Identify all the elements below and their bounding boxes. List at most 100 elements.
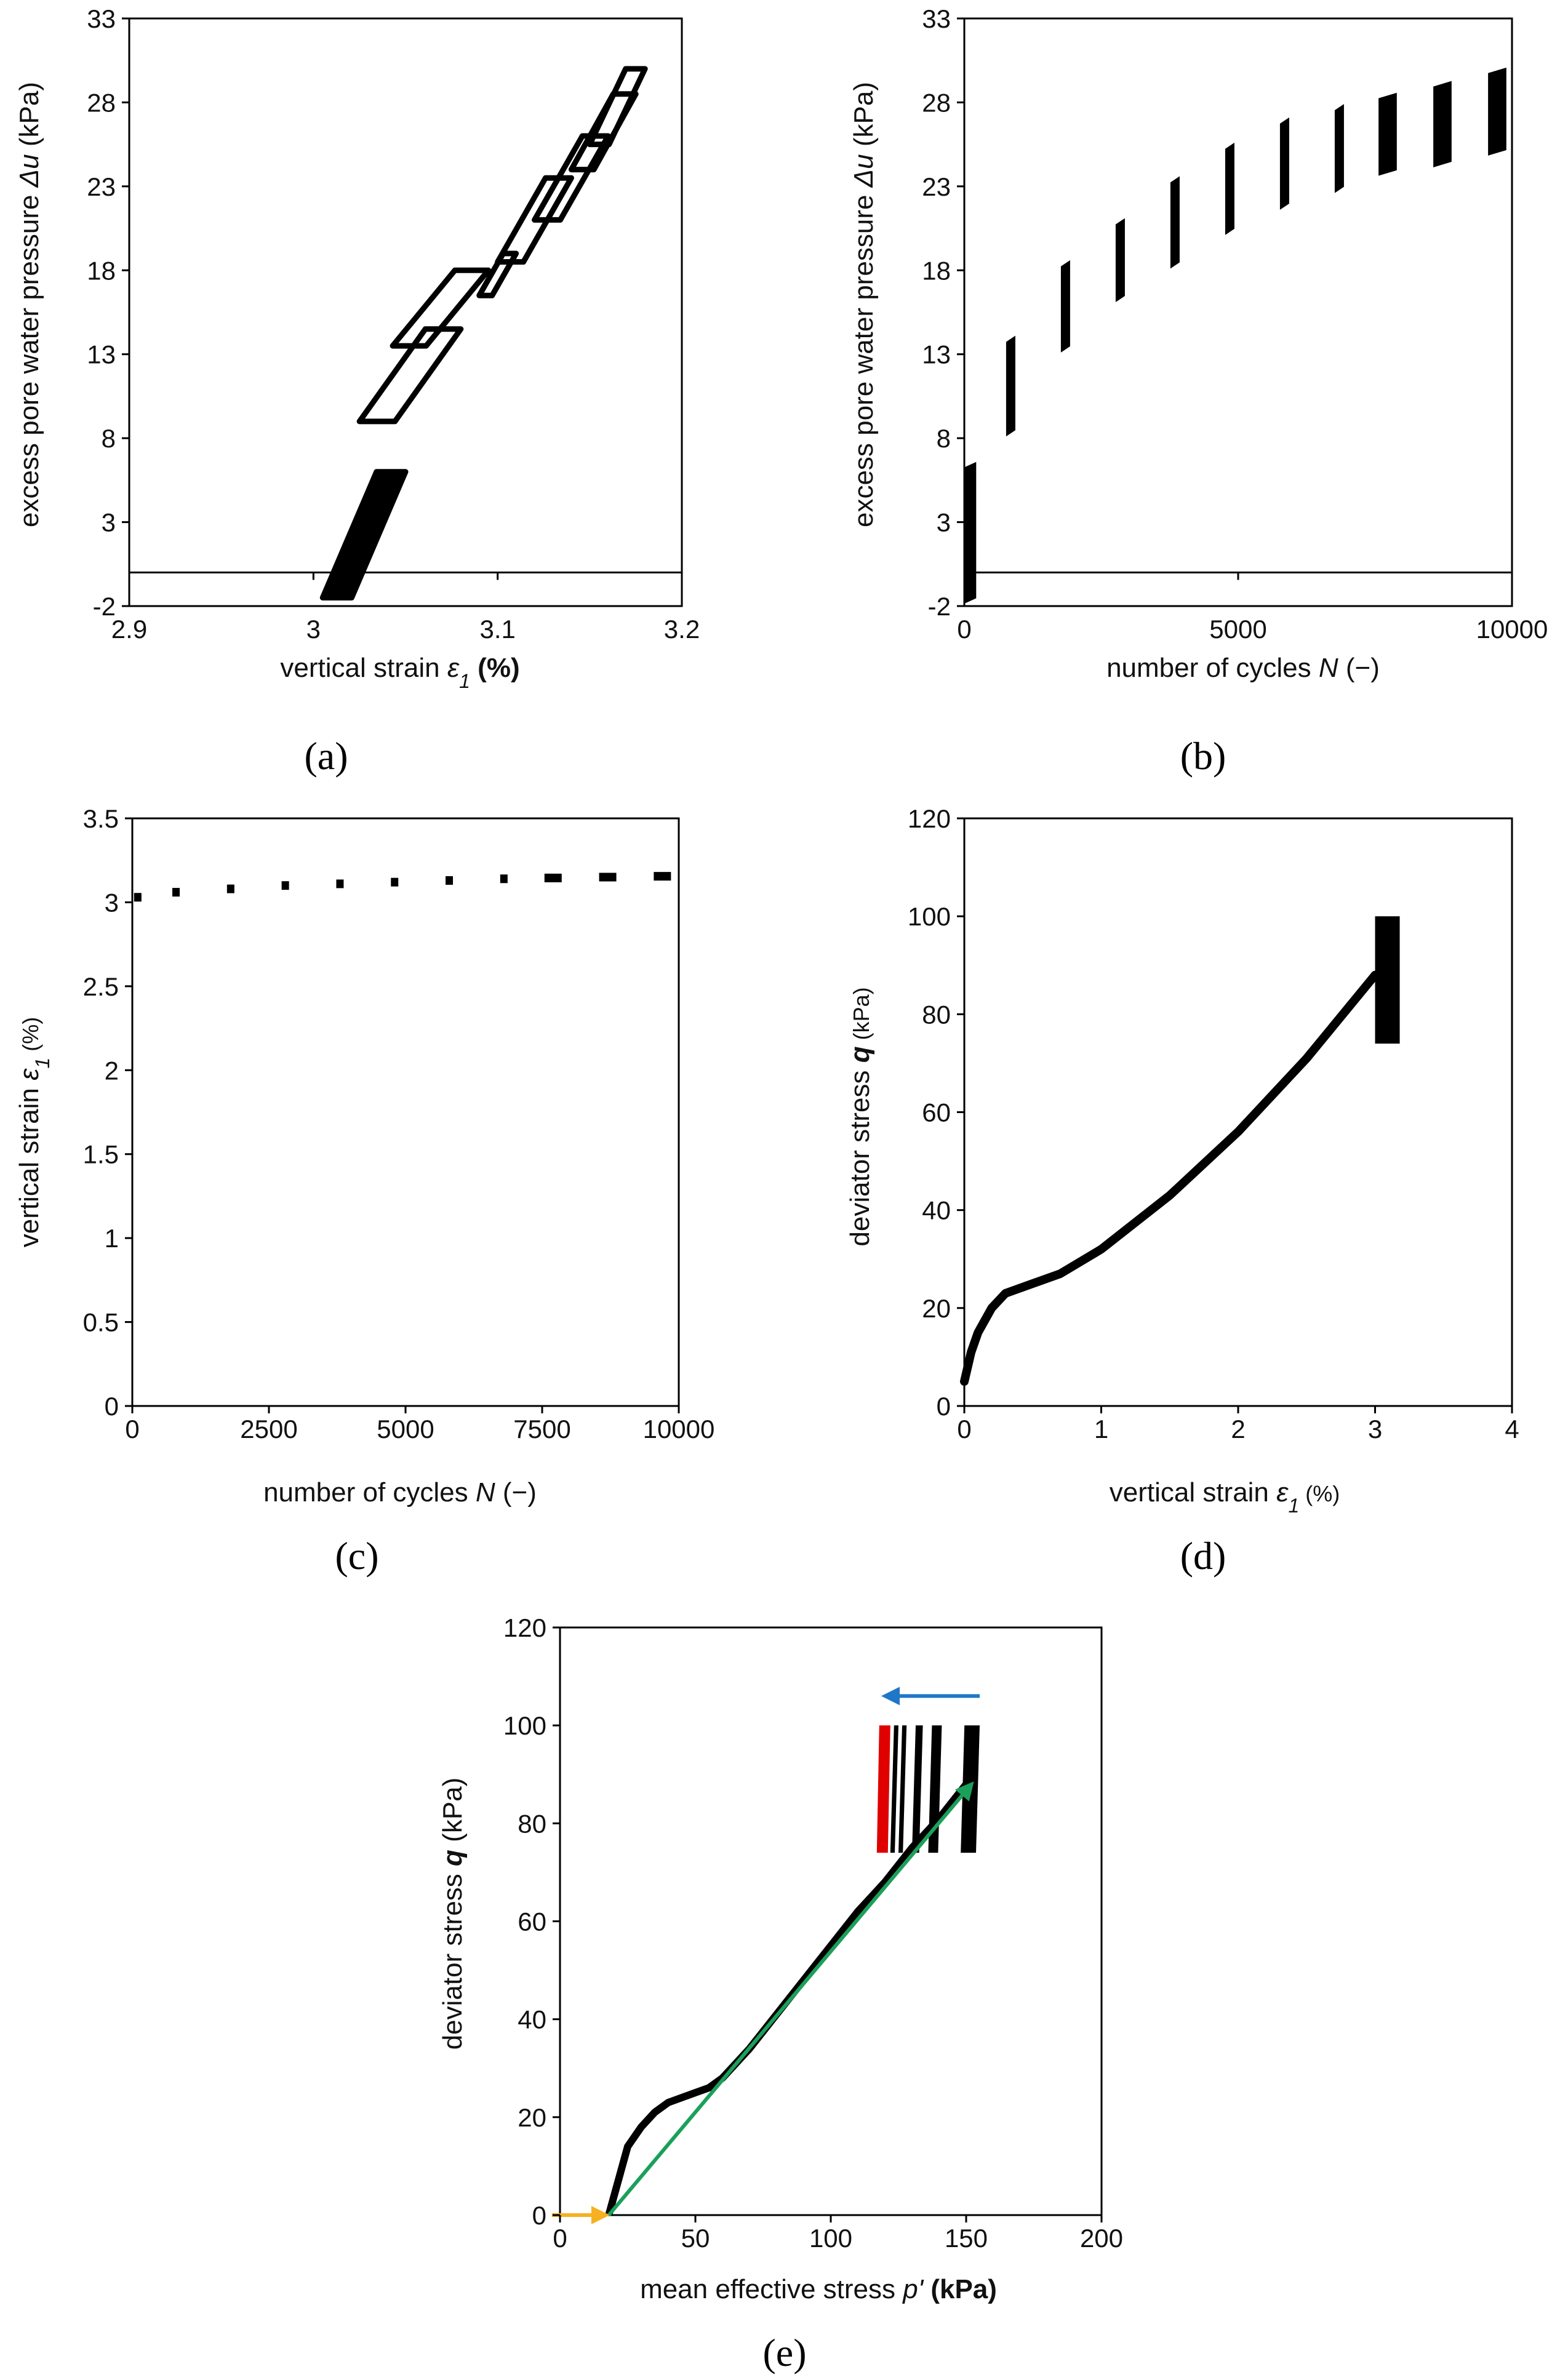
panel-e-y-tick-label: 100	[503, 1711, 546, 1740]
panel-a-plot: -2 3 8 13 18 23 28 33 2.9 3 3.1 3.2 vertical strai…	[14, 4, 700, 778]
panel-d-y-tick-label: 100	[908, 902, 951, 931]
panel-b-x-ticks: 0 5000 10000	[957, 572, 1548, 644]
panel-b-cycle-band	[1225, 142, 1234, 235]
panel-c-x-label: number of cycles N (−)	[263, 1477, 537, 1507]
panel-b-y-tick-label: 13	[922, 340, 951, 369]
panel-c-data-point	[599, 873, 617, 882]
panel-a-plot-frame	[128, 17, 683, 607]
panel-e-y-tick-label: 80	[518, 1809, 546, 1838]
panel-d-plot: 0 20 40 60 80 100 120 0 1 2 3 4 vertical strain ε1…	[845, 804, 1519, 1578]
panel-b-y-tick-label: 23	[922, 172, 951, 201]
panel-c-y-tick-label: 1.5	[83, 1140, 119, 1169]
panel-a-y-tick-label: 28	[87, 88, 116, 117]
panel-c-data-point	[226, 884, 234, 893]
panel-b-cycle-band	[1334, 104, 1344, 193]
panel-e-x-tick-label: 50	[681, 2224, 710, 2253]
panel-d-label: (d)	[1180, 1534, 1226, 1578]
panel-e-cyclic-band-red	[876, 1725, 890, 1853]
panel-b-cycle-band	[1488, 67, 1506, 156]
panel-b-y-tick-label: 8	[937, 424, 951, 453]
panel-b-cycle-band	[1279, 117, 1289, 210]
panel-b-plot-frame	[963, 17, 1513, 607]
panel-d-x-tick-label: 0	[957, 1415, 971, 1444]
panel-e-y-tick-label: 120	[503, 1613, 546, 1642]
panel-d-loading-curve	[960, 970, 1380, 1386]
panel-a-y-tick-label: -2	[93, 592, 116, 621]
panel-c-data-point	[134, 893, 142, 902]
panel-d-x-tick-label: 4	[1505, 1415, 1519, 1444]
panel-b-x-tick-label: 5000	[1209, 615, 1266, 644]
panel-e-cyclic-band	[890, 1725, 898, 1853]
panel-b-cycle-band	[1378, 92, 1397, 176]
panel-e-x-label: mean effective stress p' (kPa)	[640, 2274, 997, 2304]
panel-c-y-tick-label: 3.5	[83, 804, 119, 833]
panel-a-y-tick-label: 13	[87, 340, 116, 369]
panel-c-y-tick-label: 3	[105, 888, 119, 917]
panel-d-y-tick-label: 20	[922, 1294, 951, 1323]
panel-e-cyclic-band	[961, 1725, 980, 1853]
panel-e-y-label: deviator stress q (kPa)	[438, 1778, 468, 2050]
panel-c-data-point	[544, 873, 562, 882]
panel-d-marks	[960, 817, 1513, 1407]
panel-b-x-tick-label: 0	[957, 615, 971, 644]
panel-c-y-tick-label: 0	[105, 1392, 119, 1421]
panel-a-x-tick-label: 2.9	[111, 615, 147, 644]
panel-d-x-tick-label: 1	[1094, 1415, 1108, 1444]
panel-c-x-tick-label: 7500	[513, 1415, 570, 1444]
panel-a-hysteresis-loop	[532, 133, 611, 223]
panel-a-hysteresis-loop	[495, 175, 574, 265]
panel-a-hysteresis-loop	[586, 66, 648, 148]
panel-c-label: (c)	[335, 1534, 378, 1578]
panel-c-data-point	[500, 874, 508, 884]
panel-c-plot: 0 0.5 1 1.5 2 2.5 3 3.5 0 2500 5000 7500 10000 numb…	[14, 804, 714, 1578]
panel-c-y-tick-label: 2	[105, 1056, 119, 1085]
panel-d-plot-frame	[963, 817, 1513, 1407]
panel-c-x-tick-label: 2500	[240, 1415, 297, 1444]
panel-a-x-label: vertical strain ε1 (%)	[280, 653, 519, 692]
panel-d-y-tick-label: 0	[937, 1392, 951, 1421]
panel-b-label: (b)	[1180, 734, 1226, 778]
panel-a-x-tick-label: 3.1	[479, 615, 515, 644]
panel-b-cycle-band	[963, 461, 977, 604]
panel-a-hysteresis-loop	[390, 267, 492, 349]
panel-d-x-label: vertical strain ε1 (%)	[1110, 1477, 1340, 1517]
panel-a-hysteresis-loop	[476, 250, 519, 298]
panel-e-stress-path	[605, 1781, 969, 2216]
panel-e-label: (e)	[762, 2331, 806, 2374]
panel-d-y-ticks: 0 20 40 60 80 100 120	[908, 804, 964, 1421]
panel-d-x-tick-label: 3	[1368, 1415, 1382, 1444]
panel-d-y-label: deviator stress q (kPa)	[845, 987, 875, 1246]
panel-a-y-tick-label: 33	[87, 4, 116, 33]
panel-e-cyclic-band	[898, 1725, 907, 1853]
panel-a-y-ticks: -2 3 8 13 18 23 28 33	[87, 4, 129, 621]
panel-b-x-tick-label: 10000	[1476, 615, 1548, 644]
panel-e-plot: 0 20 40 60 80 100 120 0 50 100 150 200 mean effect…	[438, 1613, 1123, 2374]
panel-e-y-ticks: 0 20 40 60 80 100 120	[503, 1613, 560, 2230]
panel-c-x-ticks: 0 2500 5000 7500 10000	[125, 1406, 714, 1444]
panel-c-y-label: vertical strain ε1 (%)	[14, 1017, 54, 1248]
panel-a-marks	[128, 17, 683, 607]
panel-a-x-tick-label: 3	[306, 615, 321, 644]
panel-e-x-ticks: 0 50 100 150 200	[553, 2215, 1123, 2253]
panel-e-x-tick-label: 150	[945, 2224, 988, 2253]
panel-c-plot-frame	[131, 817, 680, 1407]
panel-b-y-ticks: -2 3 8 13 18 23 28 33	[922, 4, 964, 621]
panel-b-y-tick-label: 28	[922, 88, 951, 117]
panel-b-y-tick-label: -2	[928, 592, 951, 621]
panel-d-y-tick-label: 80	[922, 1000, 951, 1029]
panel-b-cycle-band	[1433, 81, 1452, 167]
panel-b-plot: -2 3 8 13 18 23 28 33 0 5000 10000 number of cycl…	[849, 4, 1548, 778]
panel-b-y-tick-label: 33	[922, 4, 951, 33]
panel-e-y-tick-label: 20	[518, 2103, 546, 2132]
panel-c-data-point	[172, 888, 180, 897]
panel-a-y-tick-label: 23	[87, 172, 116, 201]
panel-e-arrow-green	[607, 1781, 974, 2216]
panel-c-y-tick-label: 2.5	[83, 972, 119, 1001]
panel-e-y-tick-label: 40	[518, 2005, 546, 2034]
panel-c-data-point	[446, 876, 454, 885]
panel-a-hysteresis-loop	[319, 469, 409, 601]
panel-c-y-tick-label: 0.5	[83, 1308, 119, 1337]
panel-d-y-tick-label: 40	[922, 1196, 951, 1225]
panel-a-label: (a)	[304, 734, 348, 778]
